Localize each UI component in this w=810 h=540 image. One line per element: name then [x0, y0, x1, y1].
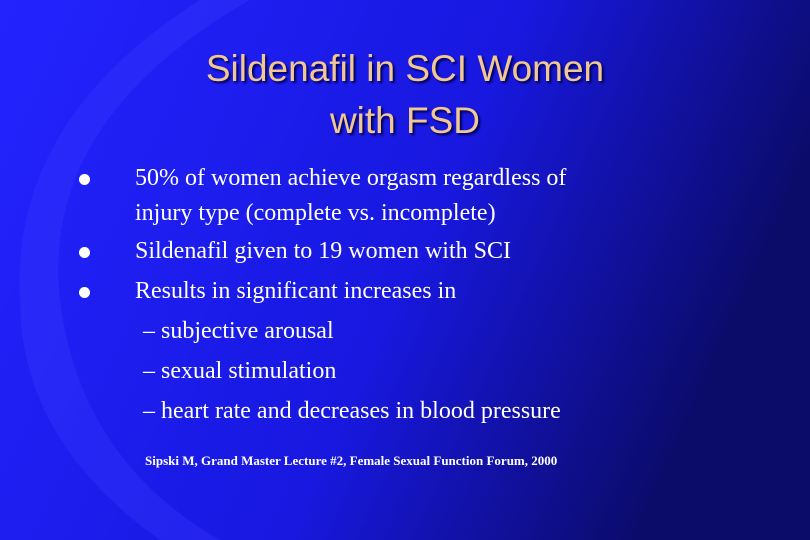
title-line: Sildenafil in SCI Women [205, 48, 605, 89]
bullet-dot [79, 247, 90, 258]
sub-item: – heart rate and decreases in blood pres… [143, 398, 561, 424]
bullet-text: Sildenafil given to 19 women with SCI [135, 238, 511, 264]
bullet-text: injury type (complete vs. incomplete) [135, 200, 496, 226]
citation: Sipski M, Grand Master Lecture #2, Femal… [145, 453, 558, 468]
sub-item: – sexual stimulation [143, 358, 337, 384]
bullet-dot [79, 287, 90, 298]
bullet-text: 50% of women achieve orgasm regardless o… [135, 165, 567, 191]
bullet-text: Results in significant increases in [135, 278, 457, 304]
bullet-dot [79, 174, 90, 185]
title-line: with FSD [329, 100, 481, 141]
sub-item: – subjective arousal [143, 318, 334, 344]
